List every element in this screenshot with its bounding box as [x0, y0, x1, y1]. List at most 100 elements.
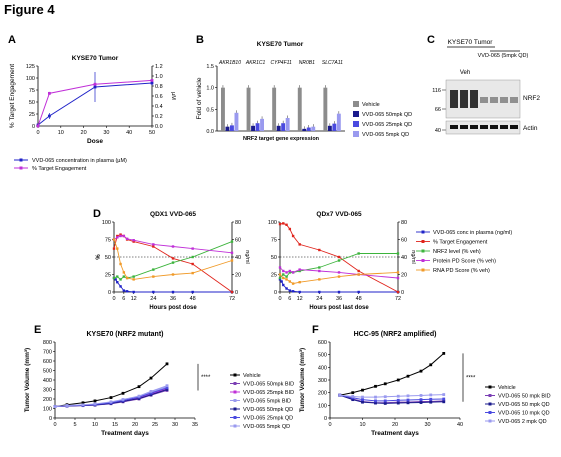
data-point — [282, 283, 285, 287]
x-tick-label: 12 — [297, 296, 303, 302]
data-point — [288, 269, 292, 273]
data-point — [357, 269, 360, 273]
y-tick-label: 0.0 — [206, 129, 214, 135]
series-line-1 — [279, 222, 399, 293]
legend-marker — [421, 249, 425, 253]
data-point — [396, 398, 400, 402]
bar — [323, 87, 328, 131]
x-tick-label: 50 — [149, 130, 155, 136]
bar — [297, 87, 302, 131]
bar — [302, 128, 307, 131]
data-point — [406, 398, 410, 402]
data-point — [442, 400, 446, 404]
data-point — [149, 391, 153, 395]
x-tick-label: 36 — [170, 296, 176, 302]
data-point — [152, 245, 155, 248]
bar — [255, 123, 260, 131]
data-point — [337, 275, 341, 278]
series-line-0 — [339, 353, 445, 396]
data-point — [406, 394, 410, 398]
data-point — [122, 289, 126, 292]
data-point — [298, 269, 301, 273]
y-tick-label: 200 — [318, 391, 327, 397]
data-point — [122, 271, 126, 274]
data-point — [396, 252, 400, 255]
data-point — [191, 255, 194, 259]
panel-c-western-blot: KYSE70 Tumor VVD-065 (5mpk QD) Veh 116 6… — [432, 39, 540, 135]
data-point — [150, 81, 154, 85]
actin-band — [460, 125, 468, 129]
y-tick-label: 300 — [43, 388, 52, 394]
data-point — [278, 266, 282, 269]
blot-title: KYSE70 Tumor — [448, 39, 494, 46]
legend-marker — [421, 240, 425, 243]
chart-title: KYSE70 (NRF2 mutant) — [86, 331, 163, 338]
bar — [260, 118, 264, 131]
y-axis-label: Fold of vehicle — [196, 77, 203, 119]
data-point — [291, 271, 295, 274]
data-point — [121, 391, 125, 395]
data-point — [419, 369, 423, 373]
data-point — [396, 401, 400, 405]
y-tick-label: 100 — [318, 403, 327, 409]
data-point — [278, 278, 282, 281]
data-point — [116, 281, 119, 284]
series-line-3 — [279, 267, 399, 279]
data-point — [125, 237, 129, 240]
series-line-4 — [339, 394, 444, 398]
y2-tick-label: 0.2 — [155, 114, 163, 120]
x-tick-label: 0 — [53, 422, 56, 428]
data-point — [119, 278, 122, 281]
x-tick-label: 15 — [112, 422, 118, 428]
bar — [234, 112, 239, 131]
y2-tick-label: 0.8 — [155, 84, 163, 90]
data-point — [396, 394, 400, 398]
nrf2-band-faint — [490, 97, 498, 103]
blot-marker-66: 66 — [435, 107, 441, 113]
series-line-2 — [339, 394, 444, 404]
data-point — [119, 233, 122, 236]
data-point — [152, 268, 155, 271]
series-line-1 — [37, 79, 153, 127]
x-tick-label: 24 — [316, 296, 322, 302]
y-tick-label: 100 — [26, 76, 35, 82]
legend-label: VVD-065 5mpk QD — [243, 424, 290, 430]
y2-tick-label: 0.6 — [155, 94, 163, 100]
nrf2-band-faint — [480, 97, 488, 103]
data-point — [406, 374, 410, 378]
data-point — [132, 239, 135, 242]
y2-tick-label: 0.4 — [155, 104, 163, 110]
data-point — [288, 271, 292, 274]
panel-label-a: A — [8, 34, 16, 46]
y2-tick-label: 40 — [401, 255, 407, 261]
data-point — [429, 393, 433, 397]
legend-label: VVD-065 2 mpk QD — [498, 419, 547, 425]
y-tick-label: 500 — [43, 369, 52, 375]
y-tick-label: 75 — [105, 238, 111, 244]
chart-title: QDX1 VVD-065 — [150, 211, 196, 218]
y-tick-label: 0 — [274, 290, 277, 296]
legend-label: VVD-065 conc in plasma (ng/ml) — [433, 230, 512, 236]
data-point — [291, 290, 295, 293]
y-tick-label: 0.5 — [206, 107, 214, 113]
data-point — [171, 261, 175, 264]
data-point — [280, 280, 283, 283]
data-point — [318, 269, 321, 273]
series-line-1 — [113, 234, 233, 293]
data-point — [132, 275, 135, 278]
x-tick-label: 10 — [359, 422, 365, 428]
data-point — [282, 222, 285, 225]
legend-marker — [488, 394, 492, 397]
data-point — [361, 395, 364, 399]
x-axis-label: Hours post dose — [149, 305, 197, 311]
nrf2-band — [450, 90, 458, 108]
x-tick-label: 0 — [278, 296, 281, 302]
actin-band — [450, 125, 458, 129]
x-tick-label: 20 — [81, 130, 87, 136]
bar — [246, 87, 251, 131]
x-tick-label: 12 — [131, 296, 137, 302]
data-point — [396, 276, 400, 280]
data-point — [116, 247, 119, 250]
x-tick-label: 48 — [356, 296, 362, 302]
